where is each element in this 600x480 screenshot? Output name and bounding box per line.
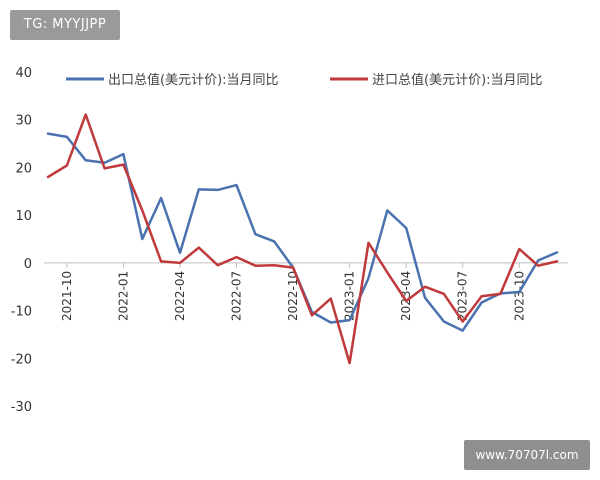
x-tick-label: 2022-04 — [173, 271, 187, 321]
x-tick-label: 2023-01 — [343, 271, 357, 321]
watermark-tag: TG: MYYJJPP — [10, 10, 120, 40]
y-tick-label: -10 — [11, 305, 32, 320]
legend-label: 出口总值(美元计价):当月同比 — [108, 72, 279, 88]
y-tick-label: 40 — [15, 66, 32, 81]
y-tick-label: 10 — [15, 209, 32, 224]
y-tick-label: -30 — [11, 400, 32, 415]
series-lines — [46, 113, 559, 365]
x-tick-label: 2023-04 — [399, 271, 413, 321]
y-axis: 40 30 20 10 0 -10 -20 -30 — [11, 66, 32, 415]
legend: 出口总值(美元计价):当月同比 进口总值(美元计价):当月同比 — [66, 72, 543, 88]
y-tick-label: 0 — [24, 257, 32, 272]
x-tick-label: 2022-01 — [116, 271, 130, 321]
x-axis: 2021-10 2022-01 2022-04 2022-07 2022-10 2023-… — [44, 262, 568, 321]
x-tick-label: 2022-10 — [286, 271, 300, 321]
y-tick-label: 30 — [15, 114, 32, 129]
x-tick-label: 2023-07 — [456, 271, 470, 321]
x-tick-label: 2022-07 — [230, 271, 244, 321]
site-url-badge: www.70707l.com — [464, 440, 590, 470]
legend-label: 进口总值(美元计价):当月同比 — [372, 72, 543, 88]
x-tick-label: 2023-10 — [512, 271, 526, 321]
series-line-import — [46, 113, 559, 365]
y-tick-label: 20 — [15, 161, 32, 176]
x-tick-label: 2021-10 — [60, 271, 74, 321]
y-tick-label: -20 — [11, 352, 32, 367]
